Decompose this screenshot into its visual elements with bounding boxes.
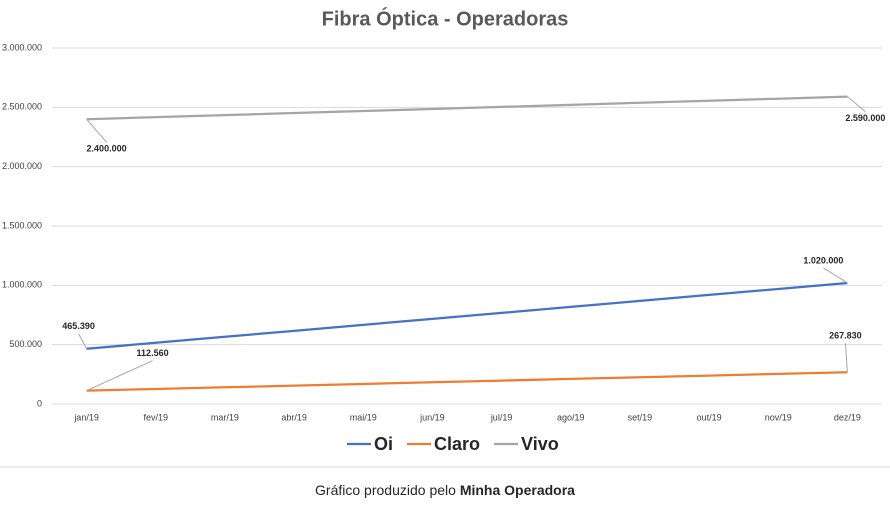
x-tick-label: mai/19 [350,412,377,422]
line [86,371,848,392]
y-tick-label: 1.000.000 [2,280,42,290]
x-tick-label: jun/19 [419,412,445,422]
y-tick-label: 1.500.000 [2,220,42,230]
x-tick-label: jul/19 [490,412,513,422]
y-tick-label: 500.000 [9,339,42,349]
leader-line [86,360,153,392]
data-label: 267.830 [829,331,862,341]
data-label: 112.560 [137,348,169,358]
y-tick-label: 2.500.000 [2,102,42,112]
x-tick-label: fev/19 [143,412,168,422]
x-tick-label: abr/19 [281,412,307,422]
data-label: 1.020.000 [803,255,843,265]
data-label: 465.390 [62,321,95,331]
y-tick-label: 0 [37,398,42,408]
legend-label: Oi [374,434,393,454]
leader-line [823,267,848,284]
line [86,281,848,350]
x-tick-label: ago/19 [557,412,585,422]
y-tick-label: 3.000.000 [2,42,42,52]
data-label: 2.590.000 [845,113,885,123]
leader-line [86,118,107,143]
x-tick-label: out/19 [697,412,722,422]
leader-line [78,333,88,350]
x-tick-label: dez/19 [834,412,861,422]
x-tick-label: jan/19 [73,412,99,422]
leader-line [844,343,848,373]
legend-label: Vivo [521,434,559,454]
y-tick-label: 2.000.000 [2,161,42,171]
footer-text: Gráfico produzido pelo [315,482,456,498]
footer-brand: Minha Operadora [460,482,575,498]
x-tick-label: set/19 [628,412,653,422]
leader-line [847,96,866,113]
x-tick-label: mar/19 [211,412,239,422]
footer: Gráfico produzido pelo Minha Operadora [315,482,575,498]
data-label: 2.400.000 [87,144,127,154]
line [86,95,848,121]
chart-title: Fibra Óptica - Operadoras [322,6,569,30]
legend-label: Claro [434,434,480,454]
x-tick-label: nov/19 [765,412,792,422]
